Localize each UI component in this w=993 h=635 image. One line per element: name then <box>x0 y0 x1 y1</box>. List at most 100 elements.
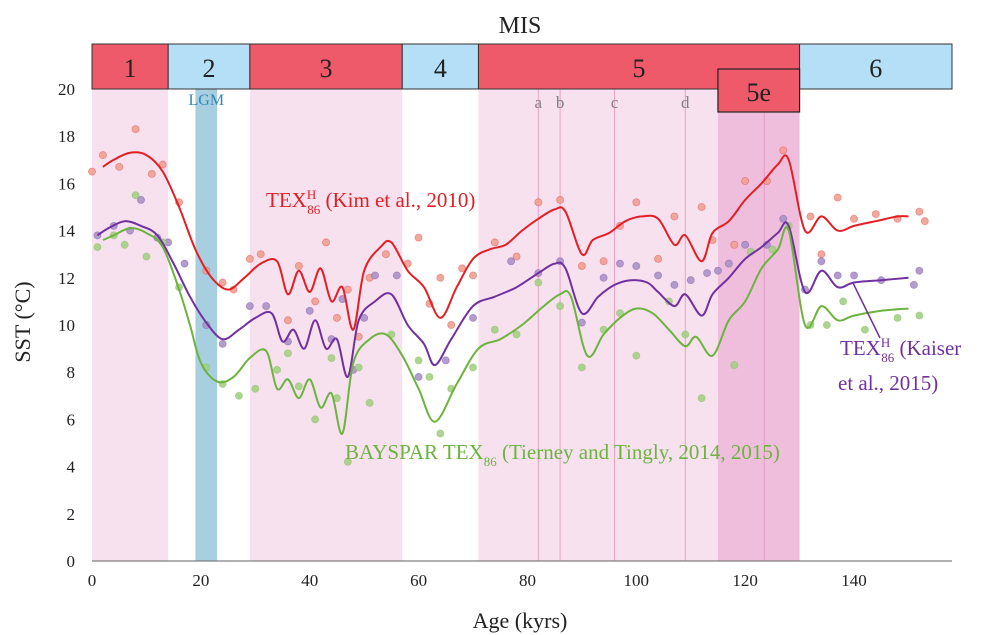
mis-stage-3 <box>249 43 403 90</box>
series-0-point <box>98 151 107 160</box>
series-2-point <box>234 391 243 400</box>
series-2-point <box>283 349 292 358</box>
series-2-point <box>273 365 282 374</box>
series-0-point <box>245 254 254 263</box>
series-0-point <box>654 254 663 263</box>
mis-stage-label-2: 2 <box>203 54 216 83</box>
series-2-point <box>915 311 924 320</box>
series-2-point <box>425 372 434 381</box>
stage-shade-5e <box>717 89 800 561</box>
y-tick-label: 16 <box>58 174 75 193</box>
series-0-point <box>512 252 521 261</box>
series-0-point <box>741 177 750 186</box>
series-1-point <box>670 280 679 289</box>
axes: 0 20 40 60 80 100 120 140 0 2 4 6 8 10 12 14 16 18 20 <box>58 80 952 590</box>
mis-stage-4 <box>401 43 479 90</box>
series-1-point <box>703 269 712 278</box>
series-0-point <box>490 238 499 247</box>
series-2-point <box>343 457 352 466</box>
series-2-point <box>577 363 586 372</box>
x-tick-label: 20 <box>192 571 209 590</box>
series-2-point <box>414 356 423 365</box>
series-2-point <box>860 325 869 334</box>
series-2-point <box>556 302 565 311</box>
series-1-point <box>599 273 608 282</box>
series-1-point <box>577 318 586 327</box>
series-2-point <box>839 297 848 306</box>
x-tick-label: 40 <box>301 571 318 590</box>
stage-shade-3 <box>249 89 403 561</box>
y-tick-label: 0 <box>67 552 76 571</box>
mis-stage-2 <box>167 43 251 90</box>
series-2-point <box>327 354 336 363</box>
series-2-point <box>251 384 260 393</box>
series-0-point <box>147 169 156 178</box>
y-tick-label: 4 <box>67 458 76 477</box>
lgm-label: LGM <box>189 92 225 109</box>
mis-stage-label-3: 3 <box>320 54 333 83</box>
series-2-point <box>354 363 363 372</box>
series-0-point <box>322 238 331 247</box>
series-0-point <box>88 167 97 176</box>
x-tick-label: 60 <box>410 571 427 590</box>
stage-shade-1 <box>92 89 169 561</box>
y-tick-label: 6 <box>67 410 76 429</box>
series-0-point <box>920 217 929 226</box>
series-0-point <box>632 198 641 207</box>
stage-shading <box>92 89 800 561</box>
series-0-point <box>311 297 320 306</box>
series-0-point <box>670 212 679 221</box>
substage-label-a: a <box>535 93 543 112</box>
series-2-point <box>142 252 151 261</box>
series-2-point <box>534 278 543 287</box>
series-0-point <box>115 162 124 171</box>
series-2-line <box>102 226 909 435</box>
series-2-point <box>311 415 320 424</box>
series-1-point <box>245 302 254 311</box>
series-0-line <box>102 151 909 331</box>
series-kim-label: TEXH 86 (Kim et al., 2010) <box>266 187 475 217</box>
series-1-point <box>632 261 641 270</box>
series-2-point <box>120 240 129 249</box>
series-1-point <box>392 271 401 280</box>
series-0-point <box>534 198 543 207</box>
series-0-point <box>469 271 478 280</box>
substage-label-d: d <box>681 93 690 112</box>
series-1-point <box>262 302 271 311</box>
series-kaiser-leader <box>852 282 881 339</box>
series-bayspar-label: BAYSPAR TEX86 (Tierney and Tingly, 2014,… <box>345 440 780 469</box>
series-2-point <box>436 429 445 438</box>
series-kaiser-label-line2: et al., 2015) <box>838 371 938 395</box>
series-1-point <box>909 280 918 289</box>
series-2-point <box>632 351 641 360</box>
series-1-point <box>817 257 826 266</box>
series-1-point <box>686 276 695 285</box>
series-0-point <box>343 285 352 294</box>
series-0-point <box>381 250 390 259</box>
series-1-point <box>615 259 624 268</box>
x-tick-label: 140 <box>841 571 867 590</box>
mis-substage-5e-box <box>717 68 801 113</box>
series-1-point <box>441 356 450 365</box>
series-2-point <box>893 313 902 322</box>
mis-stage-label-6: 6 <box>869 54 882 83</box>
series-0-point <box>218 278 227 287</box>
series-0-point <box>730 240 739 249</box>
series-0-point <box>599 257 608 266</box>
series-0-point <box>131 125 140 134</box>
series-1-point <box>414 372 423 381</box>
series-1-point <box>469 313 478 322</box>
series-0-point <box>915 207 924 216</box>
series-2-point <box>681 330 690 339</box>
mis-stage-label-1: 1 <box>124 54 137 83</box>
series-1-point <box>507 257 516 266</box>
series-0-point <box>871 210 880 219</box>
series-2-point <box>93 243 102 252</box>
series-0-point <box>283 316 292 325</box>
x-tick-label: 80 <box>519 571 536 590</box>
series-0-point <box>436 273 445 282</box>
series-0-point <box>332 313 341 322</box>
series-curves <box>96 151 909 435</box>
